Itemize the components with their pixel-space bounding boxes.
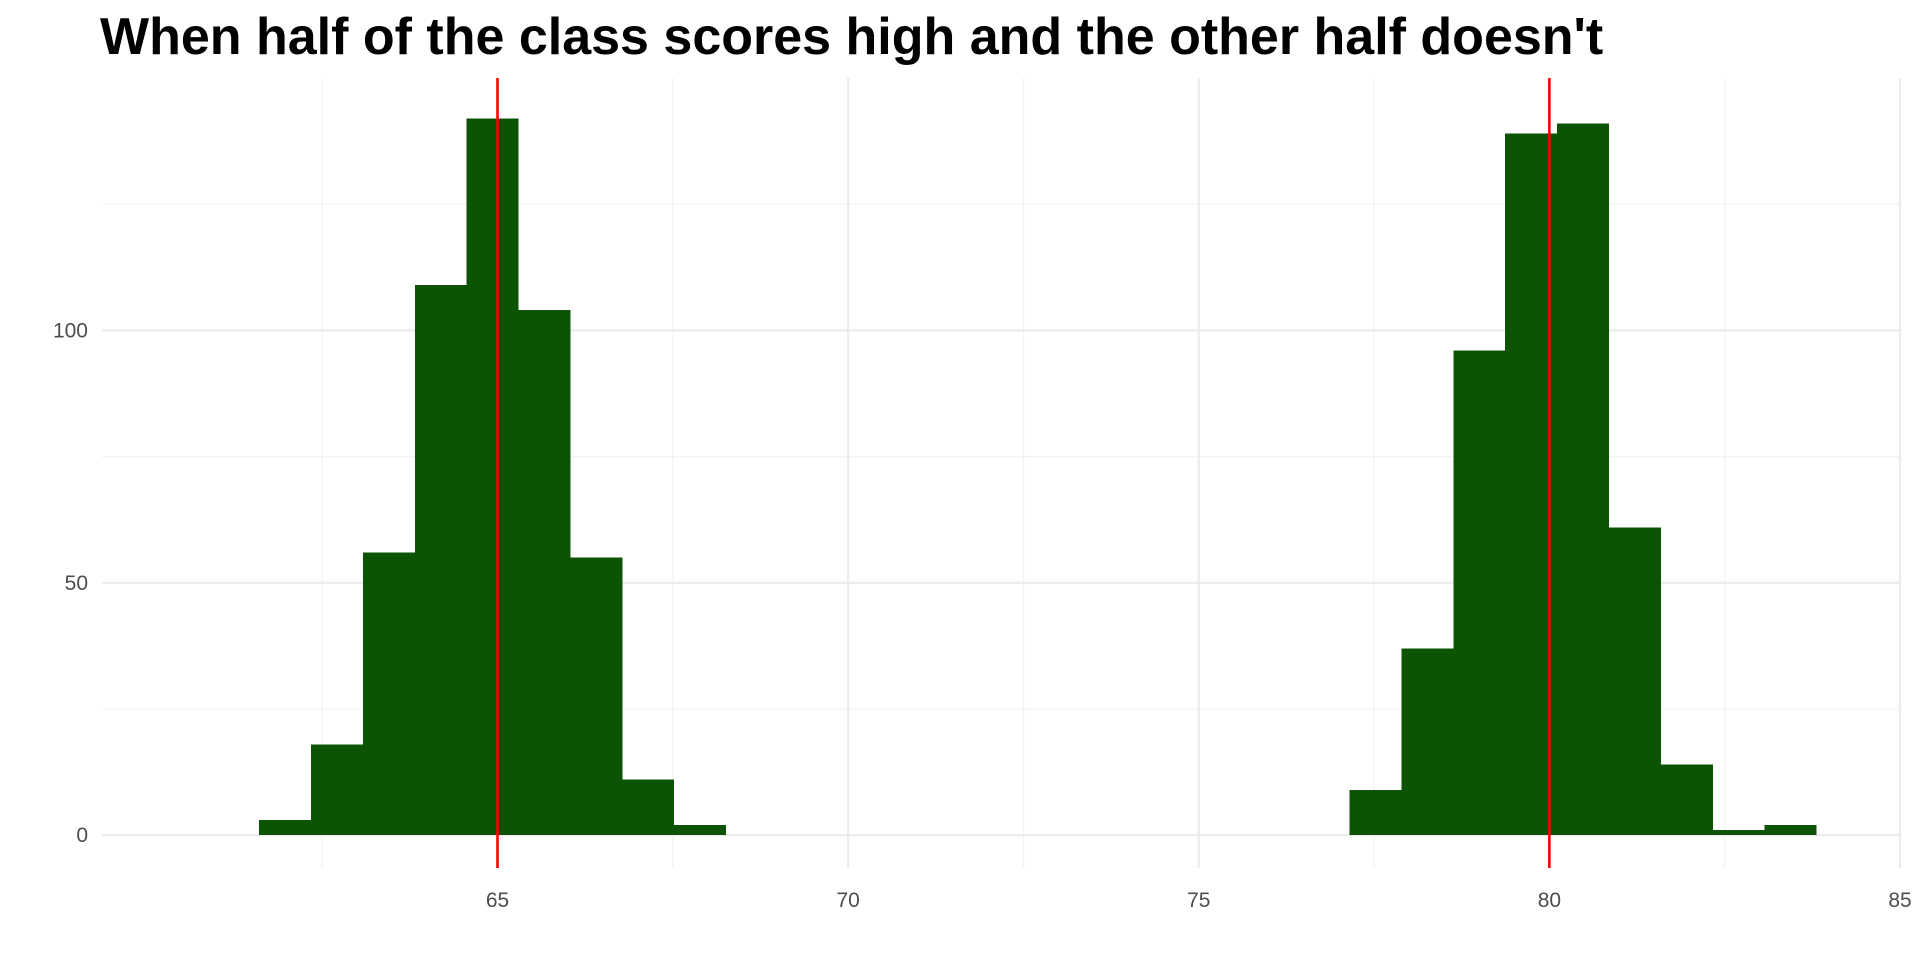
histogram-bar — [1401, 648, 1454, 836]
histogram-bar — [310, 744, 363, 836]
x-tick-label: 70 — [836, 889, 859, 912]
y-tick-label: 50 — [65, 572, 88, 595]
chart-title: When half of the class scores high and t… — [100, 8, 1604, 66]
histogram-bar — [570, 557, 623, 836]
histogram-bar — [518, 310, 571, 836]
y-tick-label: 0 — [76, 824, 88, 847]
histogram-bar — [466, 118, 519, 836]
x-tick-label: 75 — [1187, 889, 1210, 912]
histogram-bar — [1349, 789, 1402, 836]
histogram-bar — [1557, 123, 1609, 836]
histogram-bar — [674, 825, 727, 836]
histogram-bar — [414, 284, 467, 836]
histogram-bar — [1764, 825, 1817, 836]
reference-lines — [496, 78, 1551, 868]
y-tick-label: 100 — [53, 319, 88, 342]
axis-tick-labels: 65 70 75 80 85 0 50 100 — [53, 319, 1912, 912]
x-tick-label: 80 — [1538, 889, 1561, 912]
histogram-bar — [362, 552, 415, 836]
histogram-bar — [1453, 350, 1506, 836]
x-tick-label: 85 — [1888, 889, 1911, 912]
histogram-bars — [259, 118, 1817, 836]
histogram-bar — [1712, 830, 1765, 836]
histogram-bar — [1660, 764, 1713, 836]
histogram-bar — [1608, 527, 1661, 836]
histogram-bar — [259, 820, 311, 836]
x-tick-label: 65 — [486, 889, 509, 912]
histogram-bar — [622, 779, 675, 836]
